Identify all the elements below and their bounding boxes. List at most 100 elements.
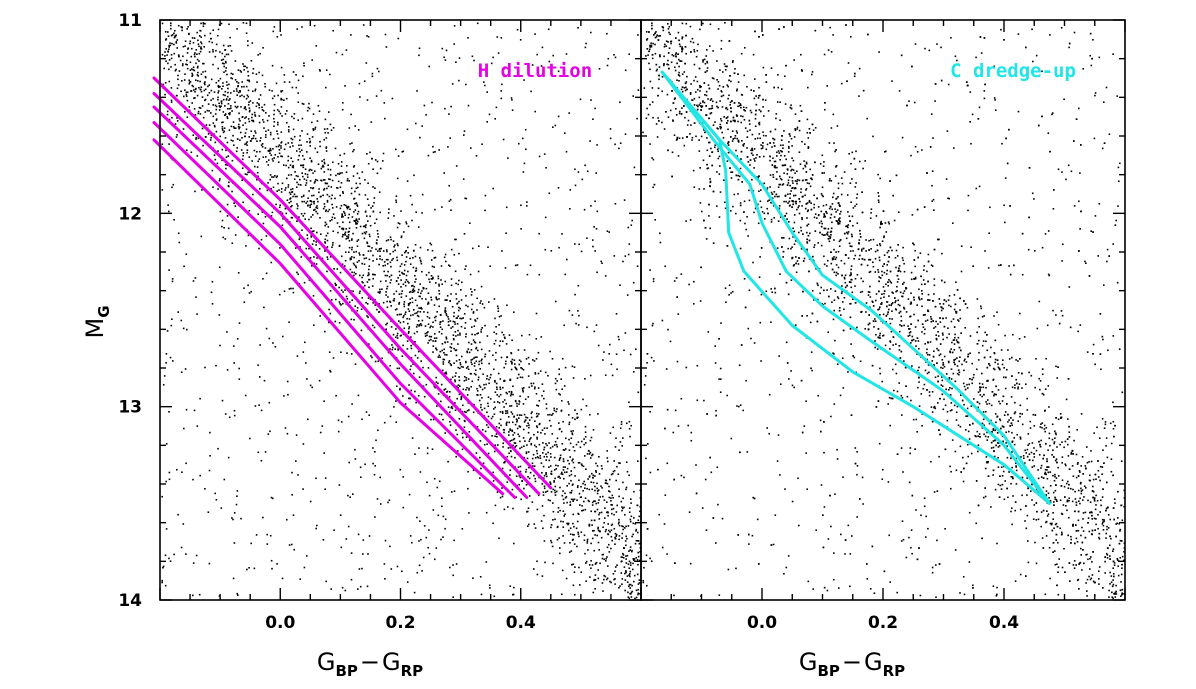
scatter-point <box>409 257 411 260</box>
scatter-point <box>215 364 217 367</box>
scatter-point <box>431 249 434 252</box>
scatter-point <box>311 59 313 61</box>
scatter-point <box>194 52 196 54</box>
scatter-point <box>430 299 433 301</box>
scatter-point <box>391 344 393 346</box>
scatter-point <box>558 368 560 370</box>
scatter-point <box>625 544 627 547</box>
scatter-point <box>561 569 564 572</box>
scatter-point <box>454 321 456 323</box>
scatter-point <box>716 127 718 129</box>
scatter-point <box>327 185 330 188</box>
scatter-point <box>1055 433 1057 436</box>
scatter-point <box>174 35 177 38</box>
scatter-point <box>467 305 469 308</box>
scatter-point <box>1048 274 1051 277</box>
scatter-point <box>945 373 948 375</box>
scatter-point <box>364 226 367 229</box>
scatter-point <box>213 91 216 93</box>
scatter-point <box>1049 522 1052 525</box>
scatter-point <box>342 215 344 218</box>
scatter-point <box>365 257 368 259</box>
scatter-point <box>465 411 467 414</box>
scatter-point <box>457 334 459 336</box>
scatter-point <box>301 117 304 120</box>
scatter-point <box>564 492 566 495</box>
scatter-point <box>287 159 289 162</box>
scatter-point <box>465 361 467 364</box>
scatter-point <box>246 173 248 176</box>
scatter-point <box>514 366 516 369</box>
scatter-point <box>518 359 521 361</box>
scatter-point <box>419 311 422 313</box>
scatter-point <box>359 182 361 185</box>
scatter-point <box>435 376 437 379</box>
scatter-point <box>440 332 443 335</box>
scatter-point <box>806 202 809 204</box>
scatter-point <box>386 300 388 303</box>
scatter-point <box>566 467 569 470</box>
scatter-point <box>305 247 308 250</box>
scatter-point <box>388 208 390 210</box>
scatter-point <box>618 535 621 537</box>
scatter-point <box>258 121 261 124</box>
scatter-point <box>346 298 349 300</box>
scatter-point <box>324 250 326 252</box>
scatter-point <box>598 499 600 501</box>
scatter-point <box>592 453 594 456</box>
scatter-point <box>585 560 588 563</box>
scatter-point <box>367 272 370 274</box>
scatter-point <box>185 63 187 66</box>
scatter-point <box>296 181 298 184</box>
scatter-point <box>452 337 455 340</box>
scatter-point <box>378 70 380 73</box>
scatter-point <box>298 148 301 150</box>
scatter-point <box>340 204 343 207</box>
scatter-point <box>323 179 326 181</box>
scatter-point <box>916 353 918 355</box>
scatter-point <box>277 121 279 124</box>
scatter-point <box>637 531 639 534</box>
scatter-point <box>459 363 462 366</box>
scatter-point <box>476 22 479 25</box>
scatter-point <box>458 279 460 282</box>
scatter-point <box>620 572 623 574</box>
scatter-point <box>326 246 329 248</box>
scatter-point <box>449 420 451 423</box>
scatter-point <box>365 62 368 64</box>
scatter-point <box>1019 438 1022 440</box>
scatter-point <box>448 395 451 398</box>
scatter-point <box>324 477 327 479</box>
scatter-point <box>624 133 627 135</box>
scatter-point <box>433 316 436 319</box>
scatter-point <box>534 527 537 529</box>
scatter-point <box>431 265 434 268</box>
scatter-point <box>695 55 698 58</box>
scatter-point <box>364 179 366 181</box>
scatter-point <box>523 487 525 490</box>
scatter-point <box>1070 535 1072 538</box>
scatter-point <box>570 498 573 501</box>
scatter-point <box>432 345 435 347</box>
scatter-point <box>490 417 493 420</box>
scatter-point <box>191 102 193 104</box>
scatter-point <box>249 100 252 102</box>
scatter-point <box>390 279 392 281</box>
scatter-point <box>271 64 274 67</box>
scatter-point <box>242 63 244 65</box>
scatter-point <box>407 280 409 283</box>
scatter-point <box>287 174 290 176</box>
scatter-point <box>437 277 440 280</box>
scatter-point <box>820 286 822 289</box>
scatter-point <box>506 455 509 458</box>
scatter-point <box>467 348 470 350</box>
scatter-point <box>436 405 438 407</box>
scatter-point <box>600 485 602 487</box>
scatter-point <box>417 310 419 313</box>
scatter-point <box>217 67 219 70</box>
scatter-point <box>456 323 459 325</box>
scatter-point <box>367 220 369 222</box>
scatter-point <box>263 103 266 106</box>
scatter-point <box>385 294 387 296</box>
scatter-point <box>444 253 447 256</box>
